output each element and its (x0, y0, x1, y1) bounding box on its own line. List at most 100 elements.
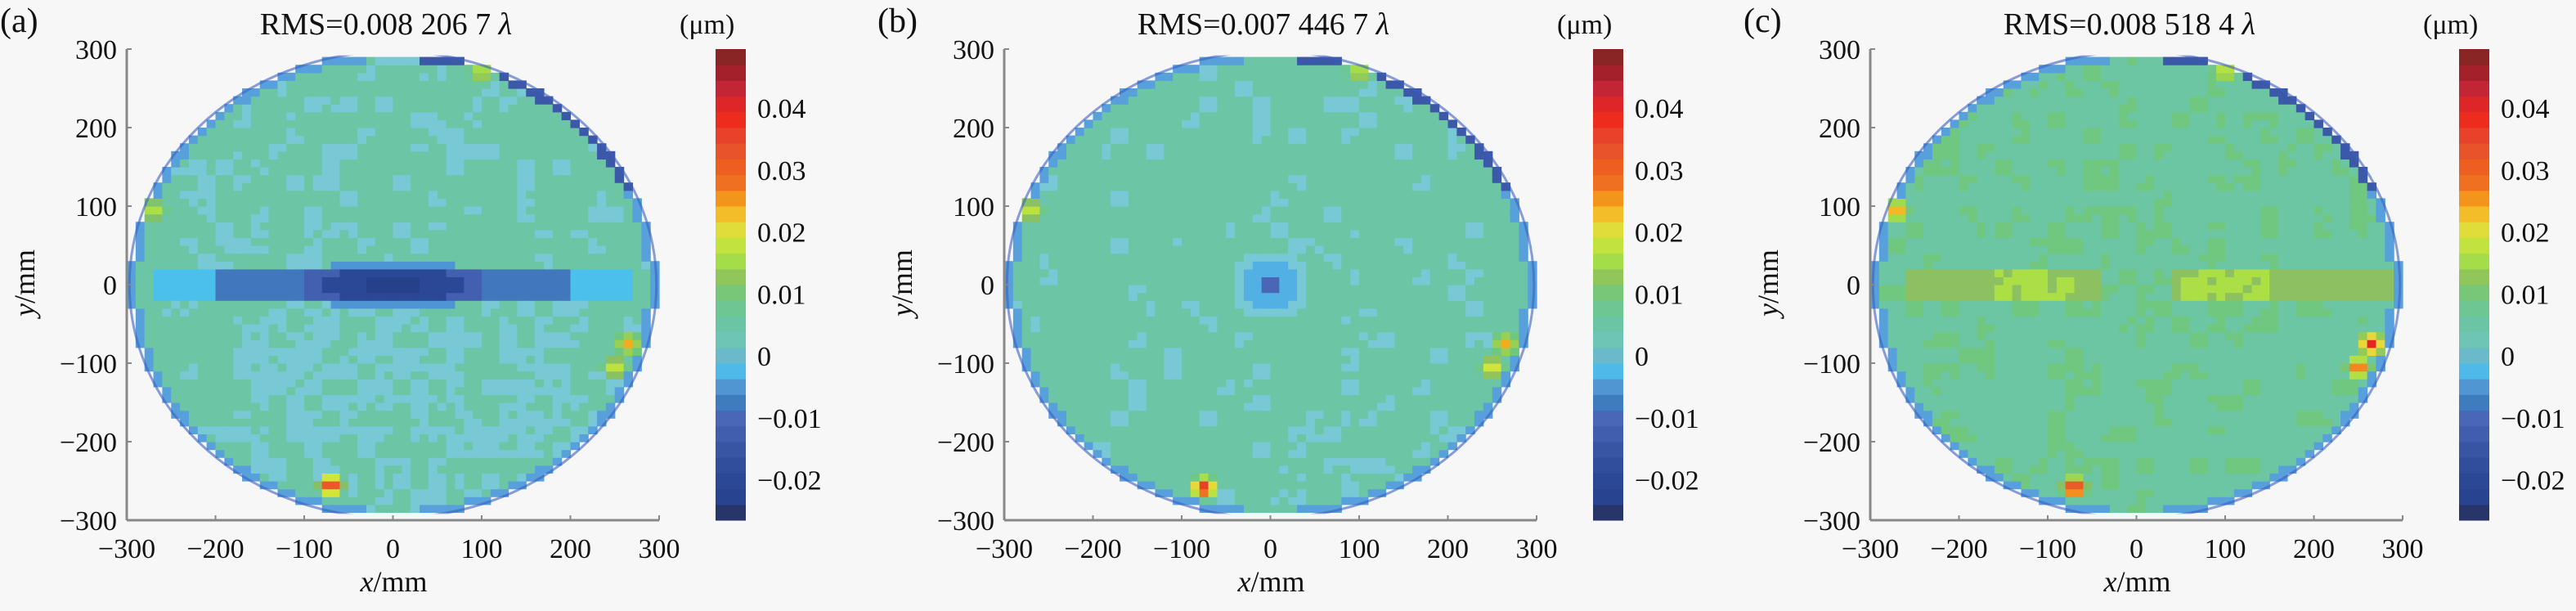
heatmap-cell (1385, 355, 1395, 364)
heatmap-cell (1314, 128, 1325, 137)
heatmap-cell (1208, 276, 1218, 285)
heatmap-cell (597, 268, 607, 277)
heatmap-cell (1252, 253, 1263, 262)
heatmap-cell (1235, 355, 1245, 364)
heatmap-cell (1332, 410, 1342, 419)
heatmap-cell (1305, 425, 1316, 434)
heatmap-cell (259, 363, 270, 372)
heatmap-cell (1155, 174, 1165, 183)
heatmap-cell (499, 174, 509, 183)
heatmap-cell (1012, 292, 1023, 301)
heatmap-cell (1261, 151, 1272, 159)
heatmap-cell (455, 371, 464, 380)
heatmap-cell (1048, 276, 1058, 285)
heatmap-cell (339, 276, 349, 285)
heatmap-cell (614, 285, 625, 294)
heatmap-cell (1066, 339, 1076, 348)
heatmap-cell (517, 292, 527, 301)
heatmap-cell (1341, 229, 1351, 238)
heatmap-cell (268, 425, 279, 434)
heatmap-cell (393, 331, 402, 340)
heatmap-cell (1190, 331, 1200, 340)
heatmap-cell (570, 174, 580, 183)
heatmap-cell (570, 128, 580, 137)
heatmap-cell (517, 261, 527, 270)
heatmap-cell (384, 457, 394, 466)
heatmap-cell (277, 111, 287, 120)
heatmap-cell (357, 182, 367, 191)
heatmap-cell (1146, 363, 1156, 372)
heatmap-cell (233, 339, 243, 348)
heatmap-cell (1146, 316, 1156, 325)
heatmap-cell (1057, 206, 1067, 215)
heatmap-cell (517, 96, 527, 105)
heatmap-cell (1288, 128, 1298, 137)
heatmap-cell (1137, 363, 1147, 372)
heatmap-cell (357, 88, 367, 97)
heatmap-cell (250, 198, 261, 207)
heatmap-cell (242, 213, 252, 222)
heatmap-cell (1057, 229, 1067, 238)
heatmap-cell (295, 276, 305, 285)
heatmap-cell (437, 268, 447, 277)
heatmap-cell (1199, 65, 1209, 74)
heatmap-cell (614, 245, 625, 254)
heatmap-cell (1288, 347, 1298, 356)
heatmap-cell (1173, 473, 1183, 482)
heatmap-cell (402, 434, 411, 443)
heatmap-cell (1182, 128, 1192, 137)
heatmap-cell (1252, 237, 1263, 246)
heatmap-cell (446, 371, 456, 380)
heatmap-cell (393, 261, 402, 270)
panel-a: (a) RMS=0.008 206 7 λ (μm) −300 −200 −100 0 100… (0, 0, 859, 611)
heatmap-cell (259, 276, 270, 285)
heatmap-cell (1155, 119, 1165, 128)
heatmap-cell (1155, 363, 1165, 372)
colorbar-tick-label: 0 (757, 342, 771, 372)
heatmap-cell (1314, 253, 1325, 262)
heatmap-cell (464, 111, 473, 120)
heatmap-cell (402, 237, 411, 246)
heatmap-cell (464, 339, 473, 348)
heatmap-cell (411, 229, 420, 238)
heatmap-cell (357, 261, 367, 270)
heatmap-cell (1066, 418, 1076, 427)
heatmap-cell (304, 229, 314, 238)
heatmap-cell (535, 347, 545, 356)
heatmap-cell (1270, 245, 1280, 254)
heatmap-cell (1164, 347, 1174, 356)
heatmap-cell (312, 253, 323, 262)
heatmap-cell (171, 261, 181, 270)
heatmap-cell (206, 418, 217, 427)
heatmap-cell (1164, 96, 1174, 105)
heatmap-cell (473, 379, 482, 388)
heatmap-cell (1226, 72, 1236, 81)
heatmap-cell (437, 56, 447, 65)
heatmap-cell (517, 285, 527, 294)
heatmap-cell (1385, 481, 1395, 490)
heatmap-cell (1359, 190, 1369, 199)
heatmap-cell (517, 253, 527, 262)
heatmap-cell (473, 72, 482, 81)
heatmap-cell (543, 167, 554, 176)
heatmap-cell (402, 276, 411, 285)
heatmap-cell (473, 190, 482, 199)
heatmap-cell (455, 434, 464, 443)
heatmap-cell (233, 331, 243, 340)
heatmap-cell (499, 268, 509, 277)
heatmap-cell (1173, 481, 1183, 490)
heatmap-cell (295, 418, 305, 427)
heatmap-cell (357, 473, 367, 482)
heatmap-cell (1279, 355, 1289, 364)
heatmap-cell (162, 261, 172, 270)
heatmap-cell (250, 457, 261, 466)
heatmap-cell (215, 174, 225, 183)
heatmap-cell (171, 379, 181, 388)
heatmap-cell (411, 473, 420, 482)
heatmap-cell (446, 56, 456, 65)
heatmap-cell (605, 245, 616, 254)
heatmap-cell (295, 285, 305, 294)
heatmap-cell (1199, 371, 1209, 380)
heatmap-cell (1075, 198, 1085, 207)
heatmap-cell (437, 449, 447, 458)
